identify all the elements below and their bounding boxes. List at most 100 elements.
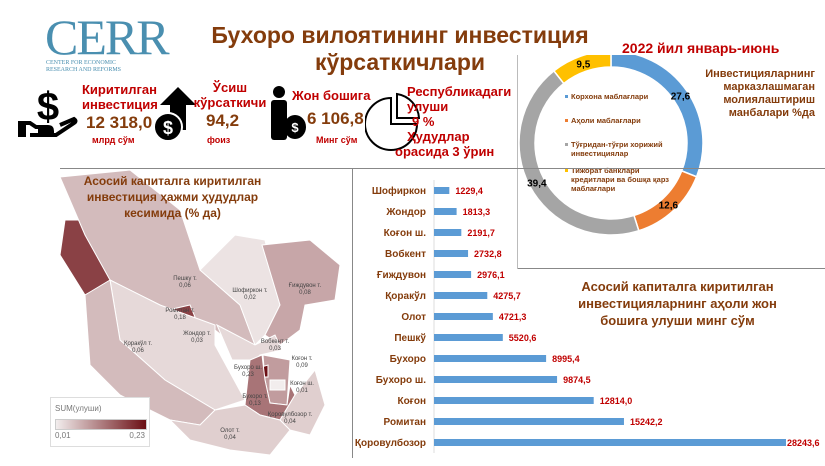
region-name: Олот т. xyxy=(220,428,240,434)
region-value: 0,03 xyxy=(191,338,203,344)
kpi-per-capita-value: 6 106,8 xyxy=(307,109,364,128)
map-region-label: Вобкент т. 0,03 xyxy=(261,339,290,352)
bar-category-label: Жондор xyxy=(385,207,426,218)
map-region-label: Ғиждувон т. 0,08 xyxy=(289,283,322,296)
svg-text:$: $ xyxy=(163,118,173,138)
map-legend-title: SUM(улуши) xyxy=(55,404,102,413)
bar-category-label: Шофиркон xyxy=(372,185,426,197)
pie-chart-icon xyxy=(365,92,420,151)
hand-dollar-icon: $ xyxy=(18,85,78,137)
divider xyxy=(517,268,825,269)
bar-category-label: Қоракўл xyxy=(385,290,426,302)
map-legend: SUM(улуши) 0,01 0,23 xyxy=(50,397,150,447)
bar xyxy=(434,418,624,425)
bar-value-label: 2191,7 xyxy=(467,228,495,238)
svg-text:$: $ xyxy=(37,85,59,129)
region-name: Коғон ш. xyxy=(290,381,314,387)
kpi-investment-unit: млрд сўм xyxy=(92,135,135,145)
region-value: 0,13 xyxy=(249,401,261,407)
legend-entry-line: Корхона маблағлари xyxy=(571,92,649,101)
bar xyxy=(434,271,472,278)
map-region-label: Бухоро ш. 0,23 xyxy=(234,365,262,378)
growth-arrow-dollar-icon: $ xyxy=(153,87,196,142)
region-name: Пешку т. xyxy=(173,276,197,282)
bar xyxy=(434,187,450,194)
legend-swatch xyxy=(565,119,568,122)
legend-swatch xyxy=(565,95,568,98)
map-region-label: Пешку т. 0,06 xyxy=(173,276,197,289)
bar-category-label: Олот xyxy=(401,312,426,323)
bar-value-label: 4721,3 xyxy=(499,312,527,322)
legend-entry: Аҳоли маблағлари xyxy=(571,116,641,125)
bar-category-label: Коғон xyxy=(397,396,426,407)
map-region-label: Қоровулбозор т. 0,04 xyxy=(268,412,313,425)
bar-value-label: 1813,3 xyxy=(463,207,491,217)
donut-title: Инвестицияларнинг марказлашмаган молияла… xyxy=(705,68,815,119)
kpi-growth-value: 94,2 xyxy=(206,111,240,130)
region-value: 0,04 xyxy=(284,419,296,425)
region-name: Коғон т. xyxy=(291,356,312,362)
map-region xyxy=(261,239,341,346)
region-name: Вобкент т. xyxy=(261,339,290,345)
bar-category-label: Бухоро xyxy=(390,354,426,365)
bar-value-label: 8995,4 xyxy=(552,354,580,364)
bar-chart-title: Асосий капиталга киритилган инвестицияла… xyxy=(578,279,777,328)
region-name: Жондор т. xyxy=(183,331,211,337)
bar-category-label: Бухоро ш. xyxy=(376,375,426,386)
legend-entry-line: инвестициялар xyxy=(571,149,629,158)
bar xyxy=(434,439,786,446)
legend-swatch xyxy=(565,169,568,172)
map-region-label: Коғон ш. 0,01 xyxy=(290,381,314,394)
bar-value-label: 1229,4 xyxy=(455,186,483,196)
bar-chart: Шофиркон 1229,4 Жондор 1813,3 Коғон ш. 2191,7… xyxy=(355,180,820,453)
bar-value-label: 4275,7 xyxy=(493,291,521,301)
bar-value-label: 12814,0 xyxy=(600,396,633,406)
bar-value-label: 15242,2 xyxy=(630,417,663,427)
region-name: Бухоро т. xyxy=(242,394,267,400)
map-region-label: Коғон т. 0,09 xyxy=(291,356,312,369)
region-name: Шофиркон т. xyxy=(232,288,268,294)
bar xyxy=(434,292,488,299)
bar-category-label: Қоровулбозор xyxy=(355,437,426,449)
bar-category-label: Вобкент xyxy=(385,248,426,260)
region-value: 0,02 xyxy=(244,295,256,301)
bar-value-label: 2732,8 xyxy=(474,249,502,259)
region-name: Бухоро ш. xyxy=(234,365,262,371)
donut-slice xyxy=(552,55,612,85)
region-name: Ғиждувон т. xyxy=(289,283,322,289)
bar-value-label: 5520,6 xyxy=(509,333,537,343)
donut-chart: 27,6 12,6 39,4 9,5 Корхона маблағлари Аҳоли м… xyxy=(518,55,704,236)
region-value: 0,08 xyxy=(299,290,311,296)
period: 2022 йил январь-июнь xyxy=(622,40,780,56)
legend-gradient xyxy=(55,419,147,430)
region-value: 0,04 xyxy=(224,435,236,441)
legend-entry: Тижорат банклари кредитлари ва бошқа қарз… xyxy=(571,166,669,193)
map-region xyxy=(168,404,291,456)
page-title: Бухоро вилоятининг инвестиция кўрсаткичла… xyxy=(211,22,589,75)
bar-value-label: 28243,6 xyxy=(787,438,820,448)
legend-min: 0,01 xyxy=(55,431,71,440)
kpi-growth-label: Ўсиш кўрсаткичи xyxy=(193,80,267,110)
cerr-logo: CERR xyxy=(45,9,170,65)
bar xyxy=(434,376,558,383)
bar-category-label: Пешкў xyxy=(394,332,426,344)
map-region-label: Жондор т. 0,03 xyxy=(183,331,211,344)
donut-label: 9,5 xyxy=(576,60,590,71)
bar-category-label: Ғиждувон xyxy=(377,270,426,281)
divider xyxy=(352,168,353,458)
person-money-bag-icon: $ xyxy=(271,86,306,140)
kpi-growth-unit: фоиз xyxy=(207,135,231,145)
bar-category-label: Коғон ш. xyxy=(384,228,427,239)
kpi-share-label: Республикадаги улуши 9 % Ҳудудлар орасида … xyxy=(395,84,512,159)
cerr-logo-subtitle: CENTER FOR ECONOMIC RESEARCH AND REFORMS xyxy=(46,60,122,73)
bar-value-label: 9874,5 xyxy=(563,375,591,385)
map-region xyxy=(215,323,283,361)
divider xyxy=(517,55,518,269)
map-region-label: Ромитан т. 0,18 xyxy=(165,308,195,321)
donut-label: 27,6 xyxy=(671,92,691,103)
svg-text:$: $ xyxy=(291,120,299,135)
bar xyxy=(434,397,594,404)
map-title: Асосий капиталга киритилган инвестиция ҳ… xyxy=(83,174,262,220)
kpi-investment-value: 12 318,0 xyxy=(86,113,153,132)
